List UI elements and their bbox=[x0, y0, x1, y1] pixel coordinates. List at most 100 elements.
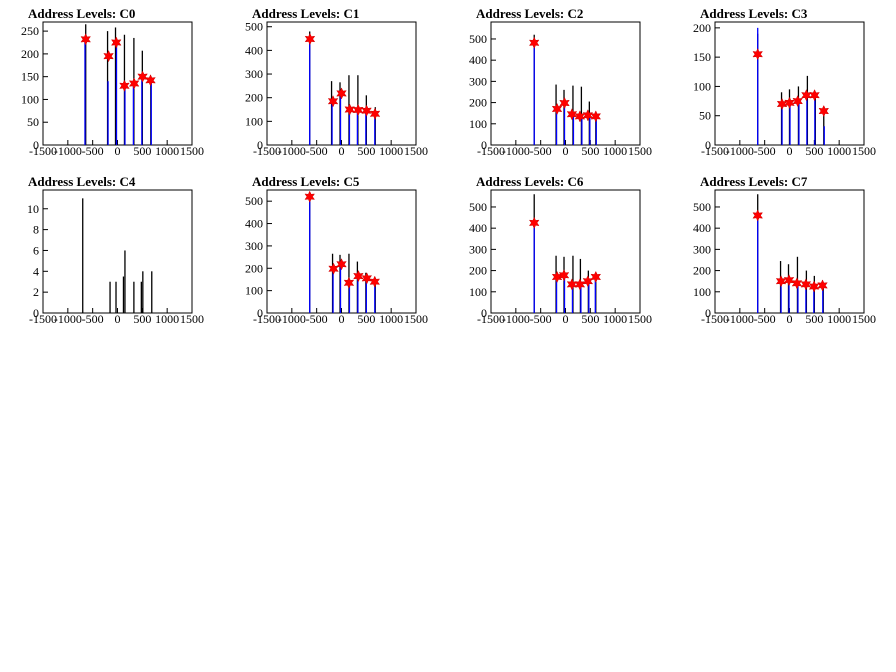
star-marker bbox=[369, 275, 381, 288]
star-marker bbox=[344, 103, 355, 116]
x-tick-label: 500 bbox=[581, 312, 599, 326]
chart-panel-c2: Address Levels: C2-1500-1000 -500 0 500 1000… bbox=[469, 6, 652, 158]
y-tick-label: 100 bbox=[245, 284, 263, 298]
x-tick-label: 1000 bbox=[603, 144, 627, 158]
x-tick-label: 1500 bbox=[628, 144, 652, 158]
star-marker bbox=[590, 270, 602, 284]
x-tick-label: 1000 bbox=[155, 312, 179, 326]
star-marker bbox=[566, 278, 578, 291]
y-tick-label: 500 bbox=[469, 32, 487, 46]
x-tick-label: 500 bbox=[581, 144, 599, 158]
star-marker bbox=[551, 102, 563, 116]
x-tick-label: 1500 bbox=[180, 144, 204, 158]
x-tick-label: 1000 bbox=[155, 144, 179, 158]
x-tick-label: -1000 bbox=[278, 144, 306, 158]
y-tick-label: 400 bbox=[693, 221, 711, 235]
x-tick-label: 0 bbox=[787, 144, 793, 158]
y-tick-label: 10 bbox=[27, 202, 39, 216]
x-tick-label: -500 bbox=[530, 312, 552, 326]
plot-frame bbox=[490, 189, 641, 314]
chart-panel-c1: Address Levels: C1-1500-1000 -500 0 500 1000… bbox=[245, 6, 428, 158]
x-tick-label: 0 bbox=[115, 312, 121, 326]
star-marker bbox=[110, 36, 122, 49]
x-tick-label: 500 bbox=[805, 312, 823, 326]
star-marker bbox=[327, 95, 339, 108]
y-tick-label: 500 bbox=[693, 200, 711, 214]
star-marker bbox=[801, 89, 812, 102]
x-tick-label: -1000 bbox=[278, 312, 306, 326]
x-tick-label: 1500 bbox=[404, 312, 428, 326]
y-tick-label: 100 bbox=[21, 92, 39, 106]
y-tick-label: 100 bbox=[469, 285, 487, 299]
x-tick-label: 500 bbox=[133, 312, 151, 326]
x-tick-label: 1000 bbox=[827, 144, 851, 158]
y-tick-label: 400 bbox=[245, 217, 263, 231]
chart-panel-c7: Address Levels: C7-1500-1000 -500 0 500 1000… bbox=[693, 174, 876, 326]
y-tick-label: 6 bbox=[33, 243, 39, 257]
chart-title: Address Levels: C7 bbox=[700, 174, 808, 189]
chart-panel-c5: Address Levels: C5-1500-1000 -500 0 500 1000… bbox=[245, 174, 428, 326]
x-tick-label: 1000 bbox=[603, 312, 627, 326]
x-tick-label: 0 bbox=[339, 144, 345, 158]
star-marker bbox=[752, 209, 764, 222]
y-tick-label: 500 bbox=[245, 194, 263, 208]
chart-title: Address Levels: C3 bbox=[700, 6, 808, 21]
star-marker bbox=[783, 274, 795, 287]
y-tick-label: 100 bbox=[469, 117, 487, 131]
x-tick-label: -500 bbox=[530, 144, 552, 158]
y-tick-label: 200 bbox=[693, 264, 711, 278]
x-tick-label: -1500 bbox=[29, 312, 57, 326]
plot-frame bbox=[266, 189, 417, 314]
x-tick-label: -500 bbox=[754, 144, 776, 158]
star-marker bbox=[528, 216, 540, 229]
y-tick-label: 200 bbox=[245, 91, 263, 105]
x-tick-label: 0 bbox=[339, 312, 345, 326]
x-tick-label: -1500 bbox=[29, 144, 57, 158]
chart-panel-c6: Address Levels: C6-1500-1000 -500 0 500 1000… bbox=[469, 174, 652, 326]
y-tick-label: 100 bbox=[693, 79, 711, 93]
y-tick-label: 8 bbox=[33, 223, 39, 237]
x-tick-label: -1500 bbox=[477, 312, 505, 326]
x-tick-label: 1500 bbox=[404, 144, 428, 158]
chart-title: Address Levels: C0 bbox=[28, 6, 135, 21]
chart-title: Address Levels: C5 bbox=[252, 174, 360, 189]
x-tick-label: 500 bbox=[805, 144, 823, 158]
x-tick-label: 1000 bbox=[827, 312, 851, 326]
chart-panel-c3: Address Levels: C3-1500-1000 -500 0 500 1000… bbox=[693, 6, 876, 158]
x-tick-label: -1000 bbox=[502, 144, 530, 158]
chart-panel-c4: Address Levels: C4 -1500-1000 -500 0 500 1000… bbox=[27, 174, 204, 326]
plot-frame bbox=[42, 189, 193, 314]
y-tick-label: 0 bbox=[705, 138, 711, 152]
y-tick-label: 2 bbox=[33, 285, 39, 299]
y-tick-label: 300 bbox=[245, 67, 263, 81]
star-marker bbox=[304, 190, 316, 203]
y-tick-label: 400 bbox=[469, 53, 487, 67]
y-tick-label: 100 bbox=[693, 285, 711, 299]
star-marker bbox=[119, 79, 130, 92]
x-tick-label: 1500 bbox=[852, 312, 876, 326]
plot-frame bbox=[266, 21, 417, 146]
y-tick-label: 0 bbox=[33, 306, 39, 320]
star-marker bbox=[336, 258, 347, 271]
star-marker bbox=[328, 262, 339, 275]
star-marker bbox=[582, 275, 594, 288]
star-marker bbox=[791, 277, 803, 290]
y-tick-label: 500 bbox=[469, 200, 487, 214]
x-tick-label: -1500 bbox=[477, 144, 505, 158]
chart-title: Address Levels: C2 bbox=[476, 6, 583, 21]
x-tick-label: 500 bbox=[357, 144, 375, 158]
star-marker bbox=[818, 104, 830, 118]
x-tick-label: -1000 bbox=[54, 312, 82, 326]
star-marker bbox=[361, 104, 372, 117]
x-tick-label: 0 bbox=[787, 312, 793, 326]
star-marker bbox=[361, 272, 373, 285]
y-tick-label: 400 bbox=[245, 43, 263, 57]
y-tick-label: 250 bbox=[21, 24, 39, 38]
star-marker bbox=[752, 48, 764, 61]
y-tick-label: 4 bbox=[33, 264, 39, 278]
x-tick-label: 1500 bbox=[852, 144, 876, 158]
star-marker bbox=[809, 89, 820, 102]
y-tick-label: 0 bbox=[33, 138, 39, 152]
star-marker bbox=[792, 94, 803, 108]
y-tick-label: 0 bbox=[257, 306, 263, 320]
